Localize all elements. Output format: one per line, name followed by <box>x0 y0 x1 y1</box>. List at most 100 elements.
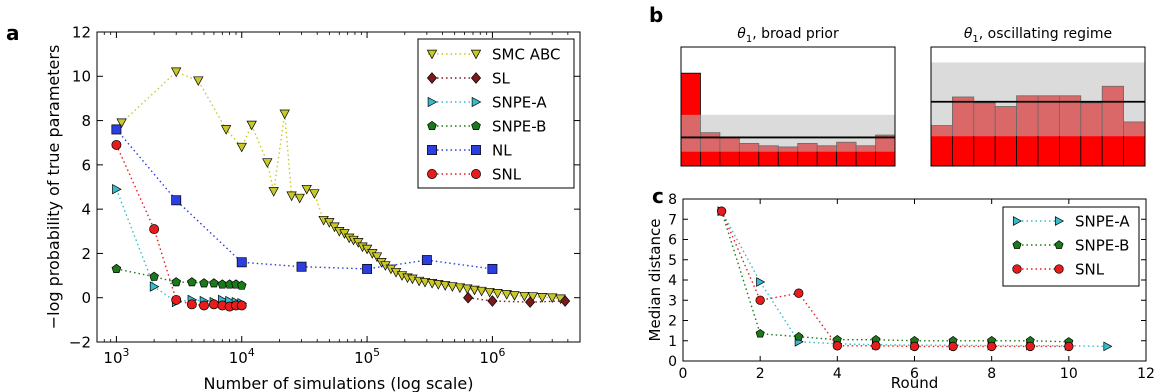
data-point <box>111 124 122 135</box>
data-point <box>948 341 958 352</box>
x-tick-label: 106 <box>479 346 505 367</box>
data-point <box>433 280 444 290</box>
legend-marker <box>426 72 438 84</box>
legend-box <box>1002 206 1140 287</box>
legend-marker <box>427 145 437 155</box>
legend-label: SMC ABC <box>492 45 560 63</box>
data-point <box>492 289 503 299</box>
data-point <box>462 284 473 295</box>
y-tick-label: 8 <box>668 192 677 208</box>
y-tick-label: 1 <box>668 334 677 350</box>
data-point <box>236 300 247 311</box>
y-tick-label: 3 <box>668 293 677 309</box>
legend-marker <box>470 49 482 60</box>
legend-label: SL <box>492 69 511 87</box>
data-point <box>111 263 122 274</box>
data-point <box>362 263 373 274</box>
data-point <box>187 277 197 287</box>
panel-label-a: a <box>6 21 20 45</box>
data-point <box>112 184 122 195</box>
x-tick-label: 8 <box>987 366 996 382</box>
legend-label: SNPE-A <box>492 93 547 111</box>
data-point <box>220 125 232 135</box>
prior-band <box>681 114 895 152</box>
data-point <box>199 300 209 311</box>
data-point <box>560 295 571 307</box>
panel-b-left-histogram: θ1, broad prior <box>680 26 896 167</box>
legend-marker <box>426 49 438 60</box>
histogram-frame <box>680 46 896 167</box>
x-tick-label: 0 <box>679 366 688 382</box>
x-tick-label: 105 <box>354 346 380 367</box>
histogram-title: θ1, broad prior <box>737 26 839 45</box>
y-tick-label: 2 <box>81 245 91 263</box>
data-point <box>487 263 498 274</box>
panel-label-b: b <box>649 3 663 27</box>
data-point <box>171 67 182 78</box>
data-point <box>279 109 290 120</box>
data-point <box>463 291 474 304</box>
legend-label: NL <box>492 141 512 159</box>
legend-marker <box>427 96 438 108</box>
data-point <box>149 281 160 292</box>
data-point <box>1025 341 1035 352</box>
legend-marker <box>471 169 481 179</box>
data-point <box>525 296 536 308</box>
data-point <box>171 277 182 287</box>
data-point <box>484 287 495 298</box>
legend-marker <box>1054 216 1065 226</box>
data-point <box>209 278 219 288</box>
legend-label: SNPE-A <box>1075 212 1130 230</box>
y-tick-label: 12 <box>72 23 91 41</box>
data-point <box>116 118 127 129</box>
data-point <box>199 278 209 288</box>
data-point <box>208 299 219 310</box>
legend-marker <box>1012 264 1022 274</box>
histogram-title: θ1, oscillating regime <box>964 26 1112 45</box>
x-tick-label: 2 <box>756 366 765 382</box>
data-point <box>987 341 997 352</box>
legend-box <box>417 38 575 189</box>
data-point <box>1064 341 1074 352</box>
data-point <box>193 76 204 87</box>
series-line <box>720 210 1108 348</box>
data-point <box>519 291 530 302</box>
data-point <box>794 331 804 341</box>
data-point <box>871 341 881 351</box>
y-tick-label: 6 <box>668 233 677 249</box>
data-point <box>149 271 159 281</box>
data-point <box>454 283 466 294</box>
data-point <box>756 277 766 287</box>
legend-marker <box>471 120 481 131</box>
legend-marker <box>471 145 481 155</box>
data-point <box>832 341 842 351</box>
x-tick-label: 104 <box>229 346 255 367</box>
data-point <box>301 184 312 195</box>
data-point <box>419 277 431 288</box>
x-tick-label: 10 <box>1060 366 1078 382</box>
data-point <box>476 286 487 297</box>
x-tick-label: 6 <box>910 366 919 382</box>
x-tick-label: 103 <box>103 346 129 367</box>
x-tick-label: 12 <box>1137 366 1155 382</box>
series-line <box>121 71 561 300</box>
data-point <box>440 281 451 291</box>
data-point <box>547 293 558 304</box>
data-point <box>171 294 182 305</box>
panel-b-right-histogram: θ1, oscillating regime <box>930 26 1146 167</box>
y-axis-label: −log probability of true parameters <box>44 45 63 330</box>
data-point <box>371 252 383 263</box>
legend-marker <box>471 96 482 108</box>
data-point <box>296 261 307 272</box>
data-point <box>469 285 480 296</box>
y-tick-label: 5 <box>668 253 677 269</box>
y-tick-label: 4 <box>668 273 677 289</box>
data-point <box>447 282 458 292</box>
data-point <box>537 293 548 303</box>
legend-marker <box>470 72 482 84</box>
series-line <box>720 210 1069 343</box>
y-tick-label: 7 <box>668 212 677 228</box>
y-tick-label: 2 <box>668 314 677 330</box>
data-point <box>509 291 520 301</box>
